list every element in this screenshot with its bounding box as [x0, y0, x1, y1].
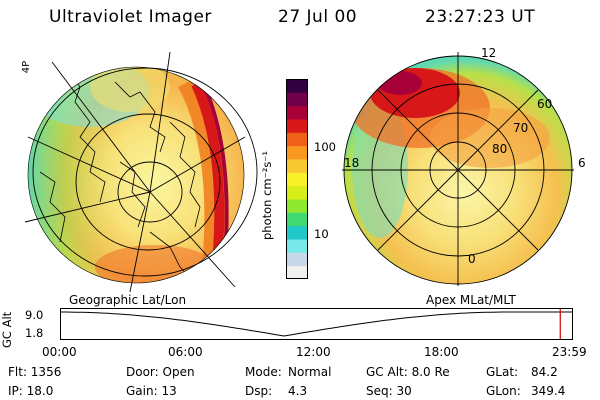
observation-date: 27 Jul 00 [278, 7, 358, 27]
colorbar-tick-10: 10 [314, 227, 329, 241]
colorbar-band [286, 225, 308, 240]
mlat-label-60: 60 [537, 97, 553, 111]
colorbar-border [286, 79, 308, 279]
info-glat-value: 84.2 [531, 365, 558, 379]
colorbar-band [286, 239, 308, 253]
colorbar-band [286, 265, 308, 280]
colorbar-band [286, 252, 308, 267]
colorbar-band [286, 79, 308, 93]
instrument-title: Ultraviolet Imager [49, 7, 212, 27]
apex-polar-image [342, 52, 574, 286]
colorbar-band [286, 92, 308, 107]
mlt-label-left: 18 [344, 156, 360, 170]
timeline-xtick-4: 23:59 [552, 345, 587, 359]
colorbar-band [286, 172, 308, 187]
timeline-ytick-low: 1.8 [25, 326, 44, 340]
colorbar-band [286, 159, 308, 173]
info-ip: IP: 18.0 [8, 384, 54, 398]
info-dsp-value: 4.3 [288, 384, 308, 398]
observation-time: 23:27:23 UT [425, 7, 536, 27]
colorbar [286, 79, 308, 280]
right-panel-caption: Apex MLat/MLT [426, 293, 516, 307]
info-flight: Flt: 1356 [8, 365, 62, 379]
left-corner-label: 4P [21, 60, 33, 74]
left-panel-caption: Geographic Lat/Lon [69, 293, 187, 307]
colorbar-band [286, 105, 308, 120]
info-glat-key: GLat: [486, 365, 519, 379]
info-door: Door: Open [126, 365, 195, 379]
colorbar-band [286, 119, 308, 133]
colorbar-band [286, 212, 308, 227]
timeline-xtick-0: 00:00 [42, 345, 77, 359]
timeline-ylabel: GC Alt [0, 311, 14, 348]
mlat-label-80: 80 [492, 142, 508, 156]
geographic-image [24, 51, 258, 293]
info-gain: Gain: 13 [126, 384, 177, 398]
info-seq: Seq: 30 [366, 384, 412, 398]
colorbar-tick-100: 100 [314, 140, 336, 154]
colorbar-band [286, 132, 308, 147]
colorbar-unit-label: photon cm⁻²s⁻¹ [260, 151, 274, 240]
info-mode-key: Mode: [245, 365, 282, 379]
colorbar-band [286, 185, 308, 200]
info-gc-alt: GC Alt: 8.0 Re [366, 365, 450, 379]
colorbar-band [286, 145, 308, 160]
info-mode-value: Normal [288, 365, 332, 379]
timeline-xtick-2: 12:00 [296, 345, 331, 359]
timeline-xtick-3: 18:00 [424, 345, 459, 359]
mlat-label-70: 70 [513, 121, 529, 135]
mlt-label-bottom: 0 [468, 252, 476, 266]
altitude-timeline [60, 308, 573, 340]
timeline-xtick-1: 06:00 [168, 345, 203, 359]
colorbar-band [286, 199, 308, 213]
mlt-label-top: 12 [481, 46, 497, 60]
timeline-ytick-high: 9.0 [25, 308, 44, 322]
info-glon-key: GLon: [486, 384, 521, 398]
mlt-label-right: 6 [578, 156, 586, 170]
info-dsp-key: Dsp: [245, 384, 273, 398]
info-glon-value: 349.4 [531, 384, 566, 398]
